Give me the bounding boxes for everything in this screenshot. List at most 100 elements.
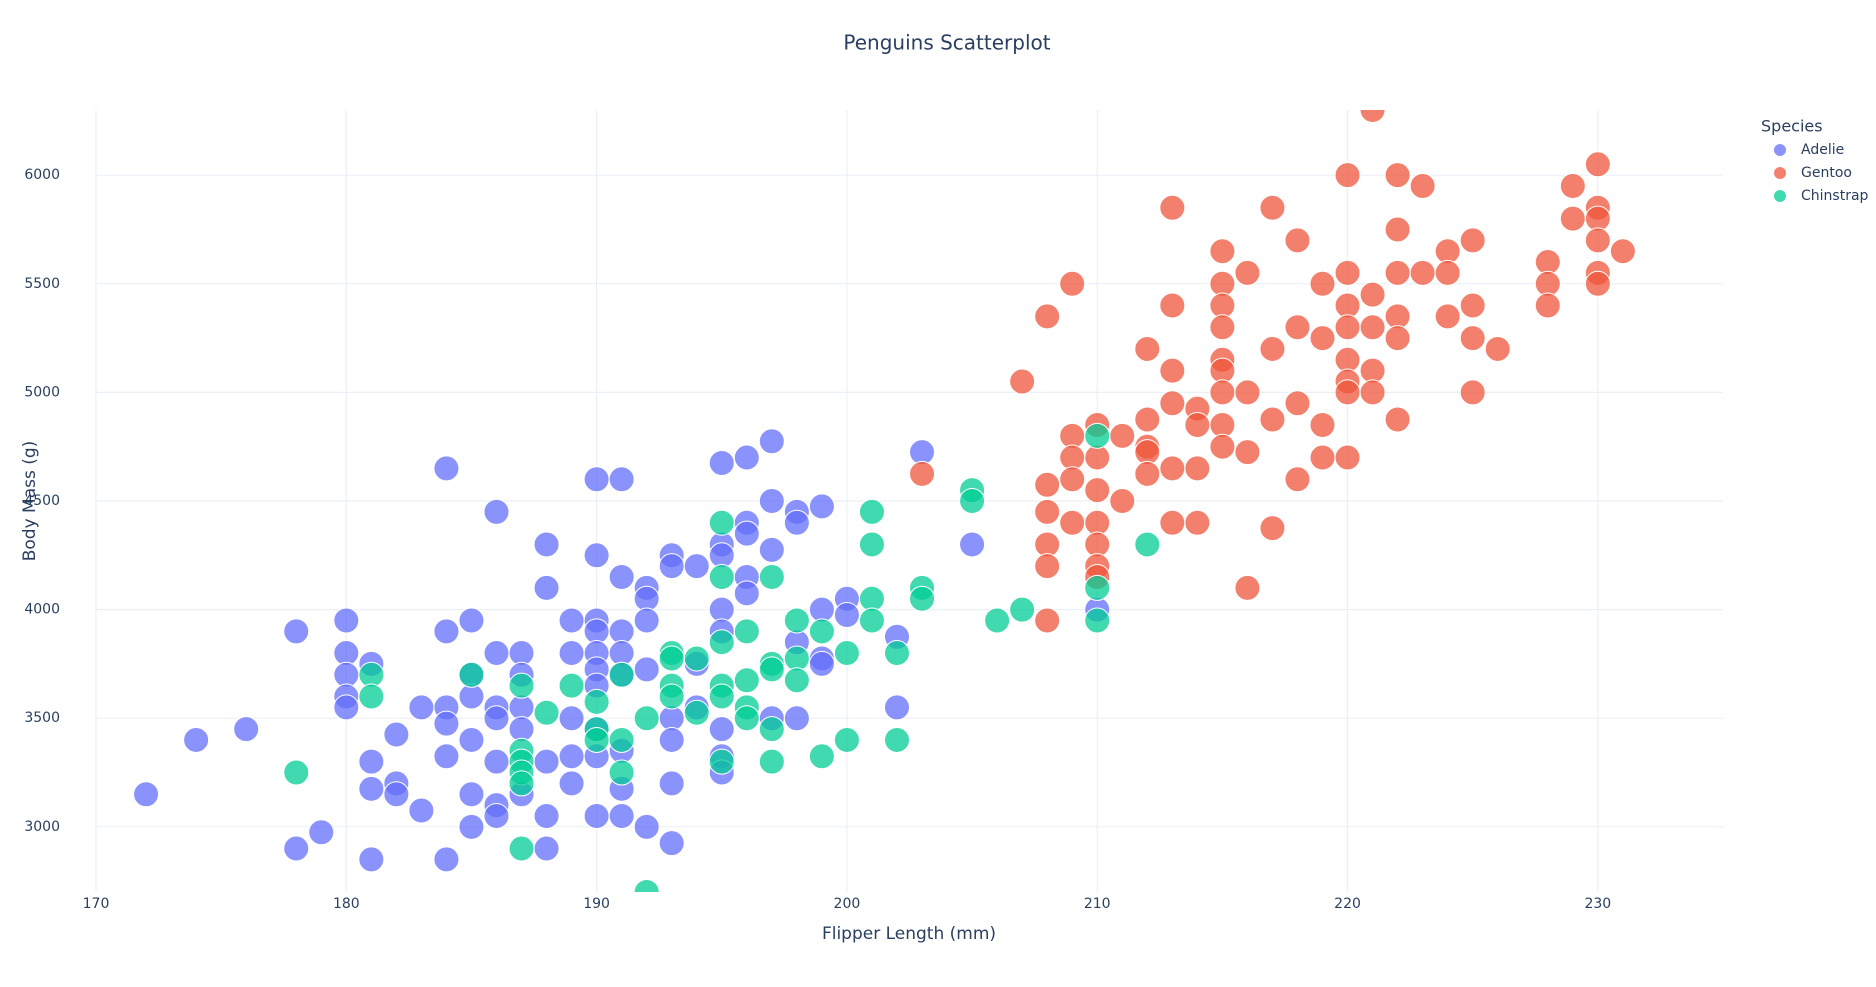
point — [533, 531, 560, 558]
point — [608, 466, 635, 493]
point — [558, 672, 585, 699]
point — [1584, 227, 1611, 254]
point — [708, 509, 735, 536]
point — [483, 802, 510, 829]
point — [1434, 259, 1461, 286]
point — [683, 699, 710, 726]
point — [408, 797, 435, 824]
point — [683, 645, 710, 672]
point — [308, 819, 335, 846]
point — [558, 607, 585, 634]
point — [583, 466, 610, 493]
point — [358, 683, 385, 710]
point — [583, 688, 610, 715]
point — [408, 694, 435, 721]
point — [1534, 292, 1561, 319]
point — [1134, 406, 1161, 433]
x-tick-label: 220 — [1334, 896, 1361, 912]
y-tick-label: 5000 — [24, 384, 60, 400]
point — [833, 602, 860, 629]
point — [858, 498, 885, 525]
legend-marker — [1774, 190, 1786, 202]
point — [1309, 444, 1336, 471]
legend-label: Chinstrap — [1801, 188, 1869, 204]
point — [533, 748, 560, 775]
point — [583, 802, 610, 829]
legend-marker — [1774, 167, 1786, 179]
x-tick-label: 210 — [1084, 896, 1111, 912]
point — [433, 455, 460, 482]
point — [358, 748, 385, 775]
point — [658, 726, 685, 753]
point — [1184, 509, 1211, 536]
point — [758, 564, 785, 591]
point — [1109, 422, 1136, 449]
point — [1209, 433, 1236, 460]
point — [1409, 173, 1436, 200]
point — [1059, 270, 1086, 297]
point — [1084, 607, 1111, 634]
point — [483, 705, 510, 732]
point — [1109, 488, 1136, 514]
point — [1084, 477, 1111, 504]
point — [483, 498, 510, 525]
point — [183, 726, 210, 753]
point — [558, 743, 585, 770]
point — [1059, 466, 1086, 493]
point — [708, 683, 735, 710]
point — [658, 645, 685, 672]
y-tick-label: 3500 — [24, 710, 60, 726]
point — [1434, 303, 1461, 330]
y-tick-label: 4500 — [24, 493, 60, 509]
point — [1409, 259, 1436, 286]
point — [533, 699, 560, 726]
point — [708, 449, 735, 476]
point — [1384, 325, 1411, 352]
x-tick-label: 190 — [583, 896, 610, 912]
point — [783, 607, 810, 634]
point — [783, 667, 810, 694]
point — [433, 743, 460, 770]
point — [1359, 379, 1386, 406]
point — [833, 640, 860, 667]
point — [633, 607, 660, 634]
point — [883, 640, 910, 667]
legend-label: Adelie — [1801, 142, 1844, 158]
point — [508, 672, 535, 699]
point — [1309, 411, 1336, 438]
point — [858, 607, 885, 634]
point — [708, 564, 735, 591]
point — [1034, 303, 1061, 330]
point — [858, 531, 885, 558]
point — [733, 444, 760, 471]
point — [1584, 151, 1611, 178]
point — [733, 580, 760, 607]
point — [808, 493, 835, 520]
point — [558, 705, 585, 732]
point — [458, 813, 485, 840]
point — [608, 564, 635, 591]
point — [1484, 335, 1511, 362]
point — [1209, 314, 1236, 341]
point — [608, 661, 635, 688]
point — [508, 770, 535, 797]
point — [1134, 460, 1161, 487]
point — [433, 710, 460, 737]
point — [1059, 509, 1086, 536]
point — [1609, 238, 1636, 265]
point — [959, 531, 986, 558]
point — [1384, 216, 1411, 243]
point — [1084, 574, 1111, 601]
point — [583, 542, 610, 569]
point — [1009, 596, 1036, 623]
point — [1334, 314, 1361, 341]
point — [1459, 227, 1486, 254]
point — [608, 726, 635, 753]
point — [708, 716, 735, 743]
point — [658, 553, 685, 580]
point — [883, 694, 910, 721]
point — [783, 705, 810, 732]
point — [1559, 173, 1586, 200]
point — [733, 618, 760, 645]
x-tick-label: 230 — [1584, 896, 1611, 912]
